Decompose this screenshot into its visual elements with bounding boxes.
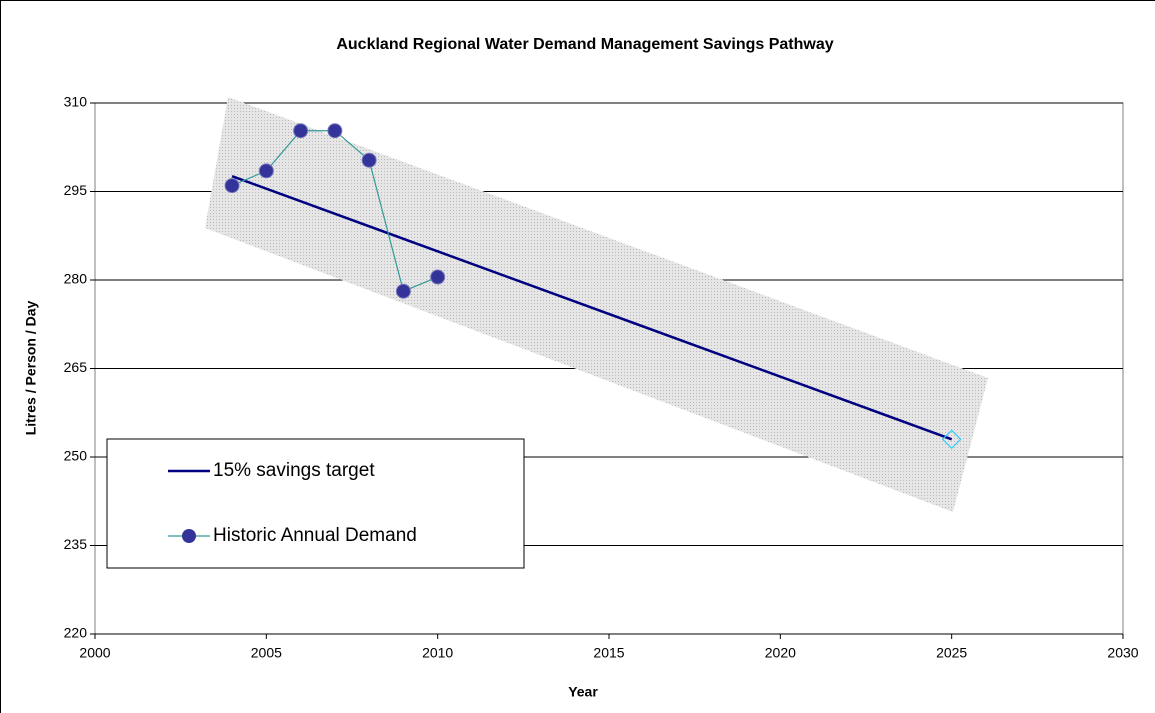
data-point: [361, 152, 377, 168]
series-line: [231, 174, 953, 441]
y-tick-label: 295: [64, 182, 88, 198]
y-tick-label: 220: [64, 625, 88, 641]
data-point: [430, 269, 446, 285]
y-tick-label: 250: [64, 448, 88, 464]
y-tick-label: 235: [64, 536, 88, 552]
x-tick-label: 2010: [422, 645, 453, 661]
x-tick-label: 2000: [79, 645, 110, 661]
y-tick-label: 265: [64, 359, 88, 375]
end-marker: [941, 429, 962, 450]
x-tick-label: 2015: [593, 645, 624, 661]
x-tick-label: 2005: [251, 645, 282, 661]
legend: 15% savings target Historic Annual Demand: [106, 438, 525, 569]
legend-marker: [182, 529, 196, 543]
x-tick-label: 2030: [1107, 645, 1138, 661]
chart-title: Auckland Regional Water Demand Managemen…: [336, 36, 833, 53]
data-point: [258, 163, 274, 179]
plot: [224, 123, 962, 450]
y-tick-label: 280: [64, 271, 88, 287]
data-point: [224, 178, 240, 194]
x-tick-label: 2020: [765, 645, 796, 661]
x-axis-label: Year: [568, 684, 598, 700]
x-tick-label: 2025: [936, 645, 967, 661]
legend-label: Historic Annual Demand: [213, 525, 417, 546]
y-axis-label: Litres / Person / Day: [23, 300, 39, 435]
uncertainty-band: [205, 97, 988, 512]
legend-label: 15% savings target: [213, 460, 375, 481]
data-point: [395, 283, 411, 299]
y-tick-label: 310: [64, 94, 88, 110]
data-point: [293, 123, 309, 139]
data-point: [327, 123, 343, 139]
legend-box: [106, 438, 525, 569]
